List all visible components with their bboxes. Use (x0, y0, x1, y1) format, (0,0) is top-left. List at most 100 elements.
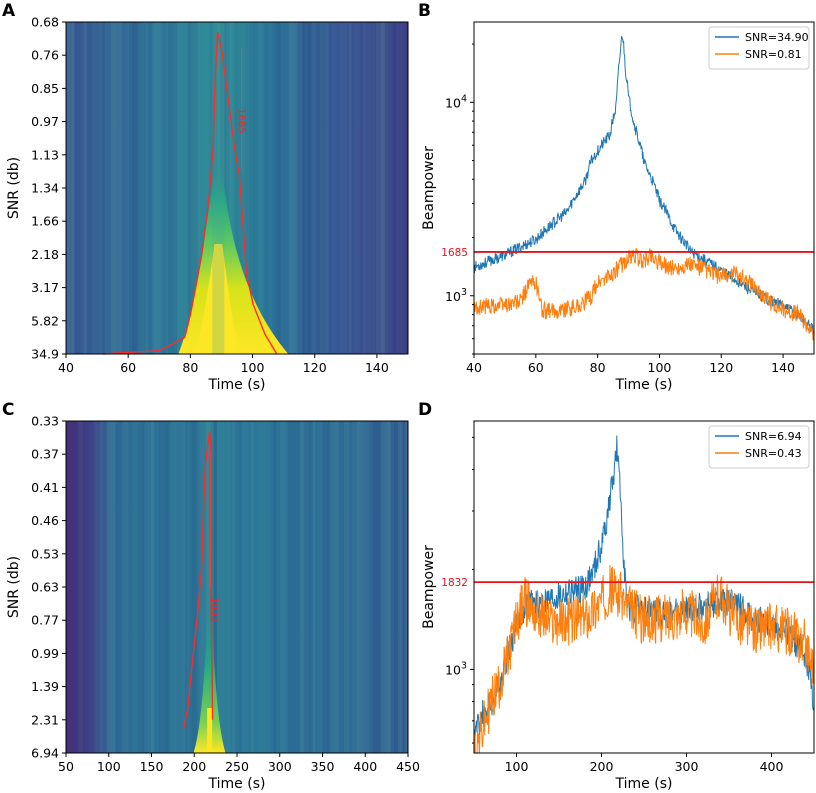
heatmap-streak (78, 421, 83, 753)
heatmap-streak (384, 22, 394, 354)
contour-line (103, 31, 278, 355)
heatmap-streak (207, 22, 210, 354)
heatmap-streak (373, 22, 376, 354)
heatmap-streak (401, 421, 407, 753)
heatmap-streak (168, 22, 178, 354)
panel-label: B (418, 1, 431, 21)
heatmap-streak (116, 22, 123, 354)
heatmap-streak (378, 421, 385, 753)
heatmap-streak (264, 22, 269, 354)
heatmap-streak (181, 421, 190, 753)
y-tick-label: 1.66 (31, 214, 59, 229)
heatmap-streak (381, 421, 391, 753)
x-tick-label: 400 (760, 759, 784, 774)
heatmap-streak (336, 22, 344, 354)
series-line (474, 565, 814, 753)
heatmap-streak (145, 421, 153, 753)
x-tick-label: 200 (182, 759, 206, 774)
heatmap-streak (300, 421, 309, 753)
x-tick-label: 120 (303, 360, 327, 375)
heatmap-streak (363, 22, 373, 354)
heatmap-streak (381, 22, 385, 354)
heatmap-streak (258, 421, 265, 753)
plot-frame (473, 21, 815, 355)
heatmap-streak (376, 22, 384, 354)
y-tick-label: 0.63 (31, 580, 59, 595)
y-tick-label: 0.99 (31, 646, 59, 661)
heatmap-streak (173, 421, 181, 753)
y-tick-label: 0.97 (31, 114, 59, 129)
heatmap-streak (365, 421, 373, 753)
threshold-label: 1832 (441, 577, 468, 589)
heatmap-streak (278, 22, 285, 354)
heatmap-streak (142, 22, 150, 354)
heatmap-streak (330, 421, 339, 753)
y-axis-label: Beampower (421, 545, 437, 629)
heatmap-streak (349, 22, 352, 354)
x-axis-label: Time (s) (208, 776, 266, 792)
y-tick-label: 1.34 (31, 181, 59, 196)
x-tick-label: 100 (97, 759, 121, 774)
heatmap-streak (327, 421, 330, 753)
heatmap-streak (162, 22, 167, 354)
heatmap-streak (210, 421, 217, 753)
heatmap-streak (129, 22, 139, 354)
heatmap-streak (107, 421, 116, 753)
heatmap-streak (405, 22, 408, 354)
heatmap-streak (252, 22, 259, 354)
heatmap-streak (313, 421, 316, 753)
heatmap-streak (288, 421, 294, 753)
y-tick-label: 0.76 (31, 48, 59, 63)
heatmap-streak (354, 22, 361, 354)
heatmap-streak (308, 22, 312, 354)
legend-entry: SNR=34.90 (745, 31, 809, 44)
heatmap-streak (251, 421, 254, 753)
heatmap-streak (139, 22, 147, 354)
y-axis-label: SNR (db) (6, 556, 22, 618)
x-tick-label: 150 (140, 759, 164, 774)
x-tick-label: 140 (771, 360, 795, 375)
heatmap-streak (388, 22, 394, 354)
heatmap-streak (241, 22, 250, 354)
heatmap-streak (373, 421, 378, 753)
y-axis-label: SNR (db) (6, 157, 22, 219)
heatmap-streak (166, 421, 171, 753)
x-tick-label: 100 (241, 360, 265, 375)
heatmap-streak (72, 22, 75, 354)
heatmap-streak (272, 22, 279, 354)
signal-blob-core (196, 244, 241, 354)
heatmap-streak (235, 22, 243, 354)
heatmap-streak (142, 421, 145, 753)
y-tick-label: 0.41 (31, 480, 59, 495)
y-axis-label: Beampower (421, 146, 437, 230)
heatmap-streak (329, 22, 332, 354)
heatmap-streak (96, 22, 99, 354)
heatmap-streak (316, 22, 326, 354)
y-tick-label: 0.33 (31, 414, 59, 429)
x-tick-label: 400 (353, 759, 377, 774)
y-tick-label: 3.17 (31, 280, 59, 295)
series-line (474, 248, 814, 341)
heatmap-streak (257, 22, 263, 354)
y-tick-label: 5.82 (31, 313, 59, 328)
heatmap-streak (293, 421, 301, 753)
contour-label: 1832 (208, 597, 219, 622)
legend: SNR=34.90 SNR=0.81 (708, 26, 810, 70)
x-tick-label: 140 (365, 360, 389, 375)
heatmap-streak (181, 22, 187, 354)
heatmap-streak (159, 421, 169, 753)
heatmap-streak (369, 421, 379, 753)
heatmap-streak (189, 421, 199, 753)
x-tick-label: 80 (590, 360, 606, 375)
heatmap-streak (391, 421, 400, 753)
heatmap-streak (320, 22, 328, 354)
x-tick-label: 100 (505, 759, 529, 774)
signal-column (212, 22, 225, 354)
panel-label: A (2, 1, 16, 21)
heatmap-streak (226, 421, 231, 753)
heatmap-streak (175, 22, 183, 354)
y-tick-label: 0.85 (31, 81, 59, 96)
y-tick-label: 103 (445, 287, 467, 304)
heatmap-streak (217, 421, 225, 753)
